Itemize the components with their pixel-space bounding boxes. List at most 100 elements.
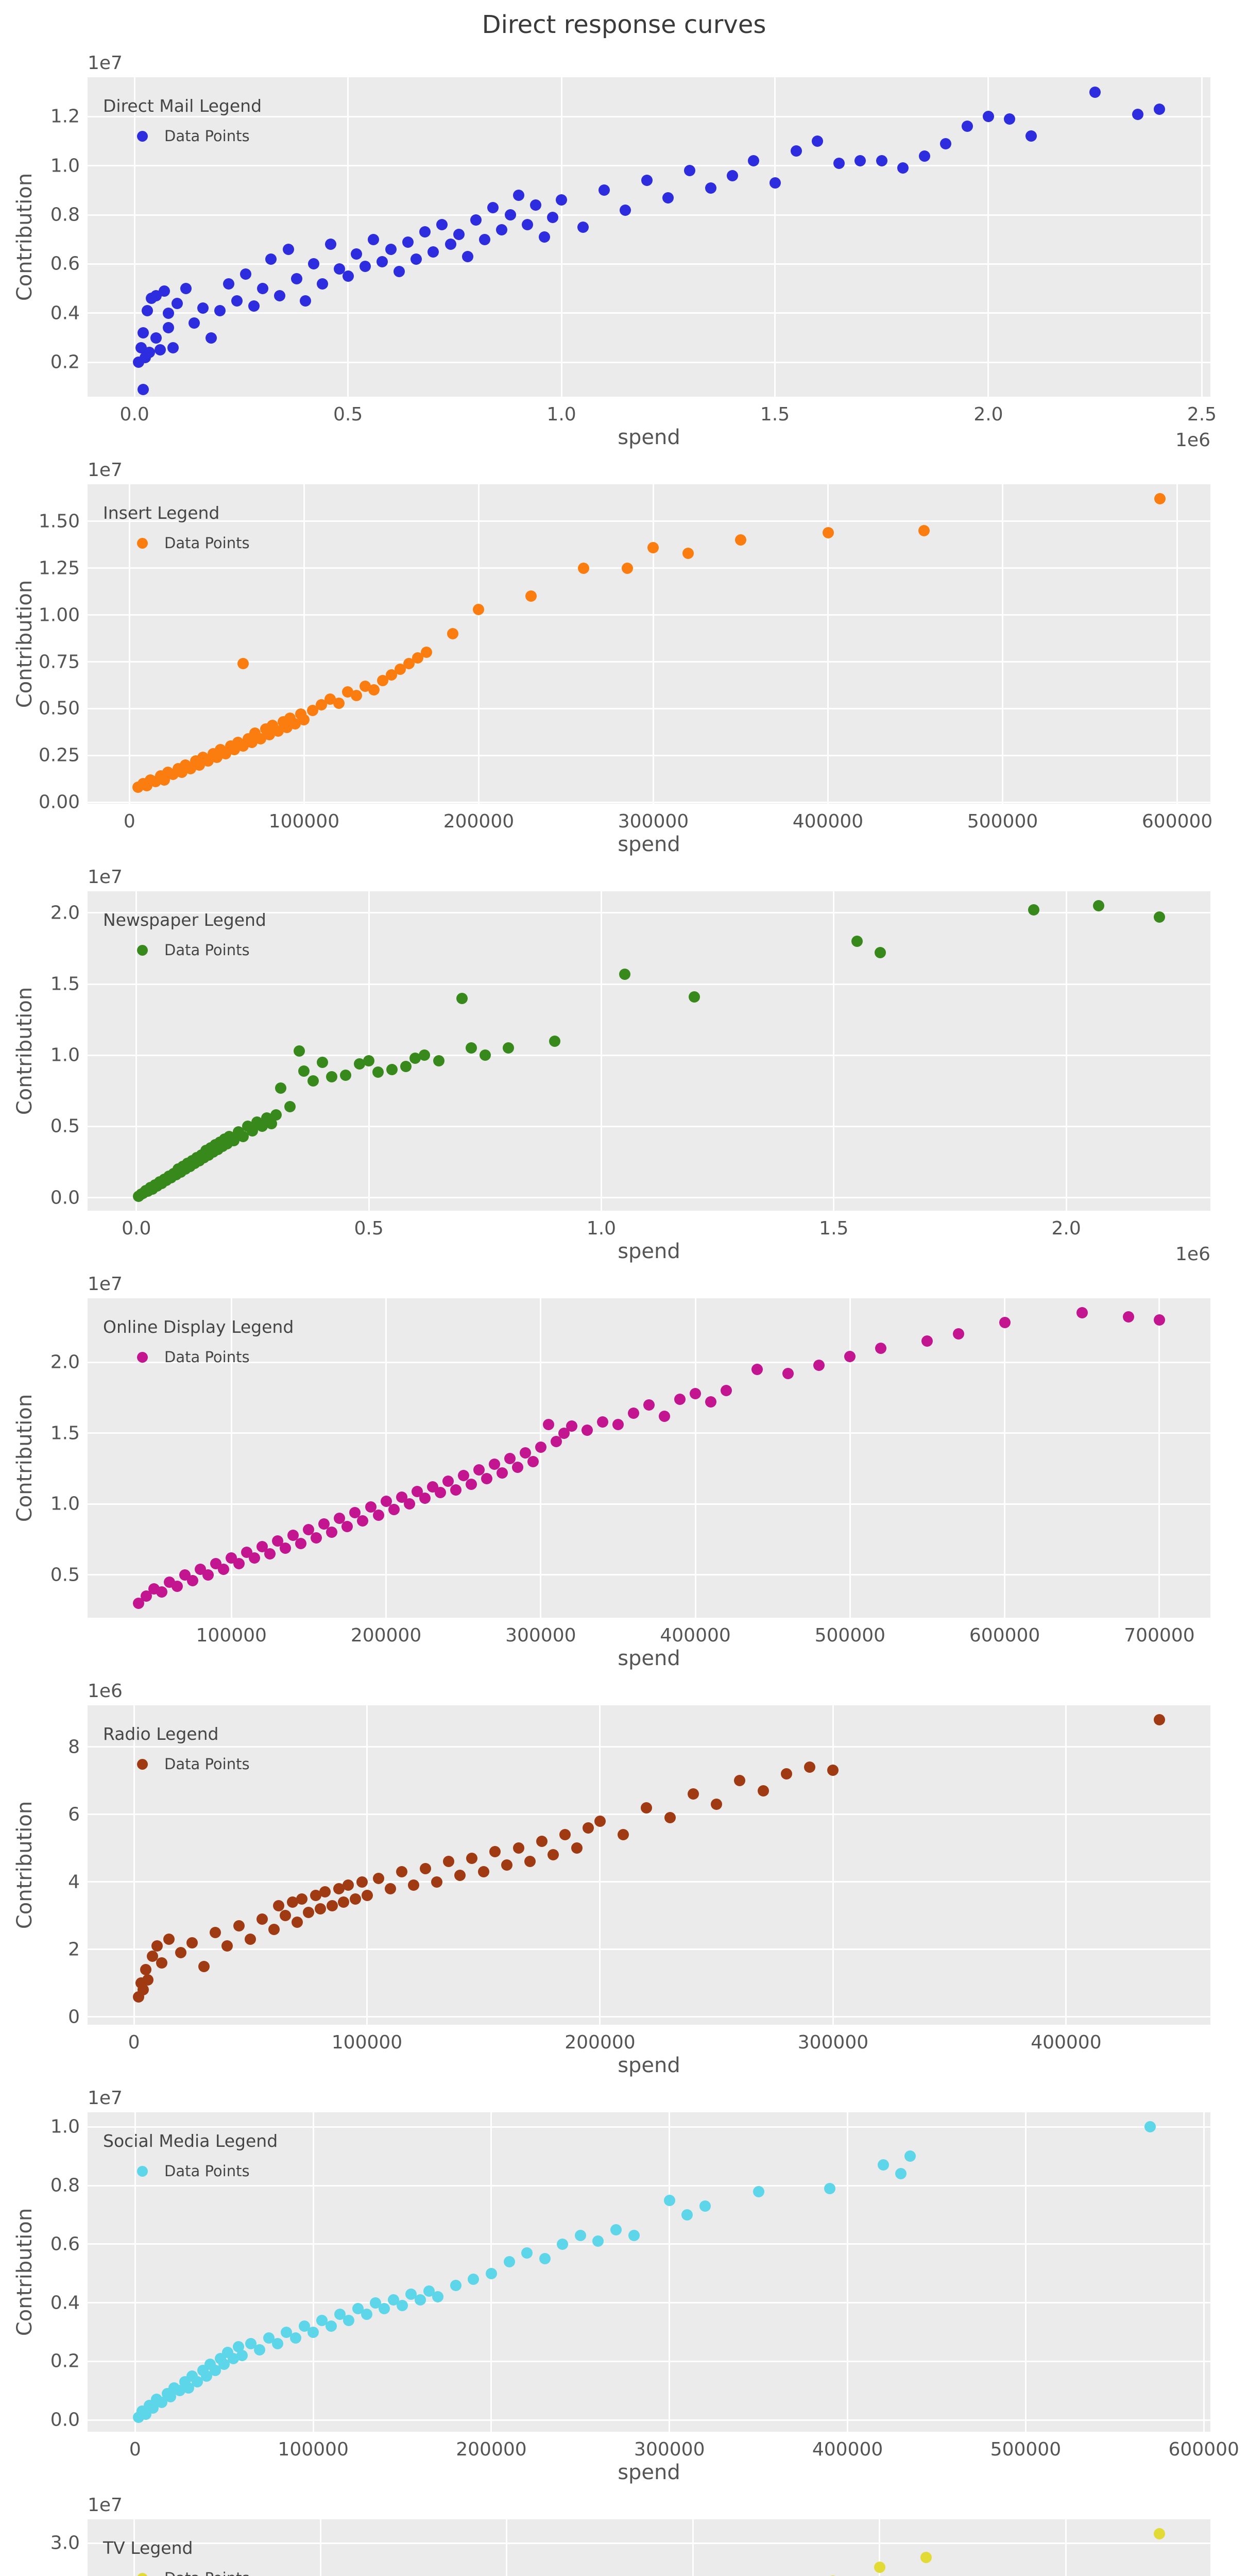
data-point — [647, 541, 659, 553]
data-point — [557, 2238, 569, 2250]
gridline — [368, 891, 370, 1211]
y-tick-label: 1.0 — [50, 155, 80, 177]
data-point — [504, 1453, 516, 1465]
gridline — [303, 484, 305, 804]
y-tick-label: 1.0 — [50, 1044, 80, 1066]
data-point — [270, 1109, 282, 1121]
data-point — [133, 1597, 145, 1609]
data-point — [442, 1856, 454, 1868]
data-point — [548, 1849, 559, 1861]
data-point — [610, 2224, 622, 2235]
y-tick-label: 0.6 — [50, 253, 80, 275]
y-tick-label: 3.0 — [50, 2532, 80, 2554]
gridline — [88, 2302, 1210, 2304]
gridline — [133, 77, 135, 397]
gridline — [88, 520, 1210, 522]
y-tick-label: 0.2 — [50, 2350, 80, 2372]
legend: Online Display Legend Data Points — [103, 1317, 294, 1366]
x-tick-label: 2.0 — [973, 404, 1003, 425]
x-tick-label: 500000 — [814, 1625, 886, 1646]
data-point — [982, 111, 994, 123]
y-tick-label: 1.0 — [50, 1493, 80, 1515]
legend-title: Direct Mail Legend — [103, 96, 262, 116]
data-point — [411, 1485, 423, 1497]
data-point — [577, 562, 589, 574]
data-point-marker-icon — [137, 2572, 148, 2576]
legend-entry: Data Points — [137, 1755, 250, 1773]
data-point — [293, 1045, 305, 1057]
data-point — [854, 155, 866, 167]
y-tick-label: 0.5 — [50, 1115, 80, 1137]
data-point-marker-icon — [137, 130, 148, 142]
legend-title: Insert Legend — [103, 503, 220, 523]
data-point — [232, 2341, 244, 2353]
data-point — [897, 162, 909, 174]
data-point — [403, 1498, 415, 1510]
data-point — [400, 1061, 412, 1073]
gridline — [88, 2360, 1210, 2362]
gridline — [987, 77, 989, 397]
data-point — [172, 1580, 183, 1592]
data-point — [577, 221, 589, 233]
data-point — [502, 1042, 514, 1054]
data-point — [473, 603, 485, 615]
data-point — [192, 2376, 203, 2388]
data-point — [156, 1586, 168, 1598]
gridline — [88, 1125, 1210, 1127]
x-tick-label: 600000 — [1168, 2439, 1239, 2460]
data-point — [473, 1464, 485, 1476]
data-point — [254, 2344, 266, 2355]
data-point — [1004, 113, 1016, 125]
gridline — [1065, 2519, 1067, 2576]
data-point — [433, 1055, 445, 1067]
data-point — [299, 295, 311, 307]
y-tick-label: 1.25 — [38, 557, 80, 579]
subplot-insert: 1e7 Contribution Insert Legend Data Poin… — [0, 453, 1248, 860]
data-point — [311, 1532, 322, 1544]
legend-entry-label: Data Points — [164, 2569, 250, 2576]
y-tick-label: 0.8 — [50, 2175, 80, 2196]
data-point — [324, 693, 336, 705]
data-point — [271, 2338, 283, 2350]
data-point — [581, 1425, 593, 1436]
x-axis-label: spend — [618, 426, 680, 449]
y-tick-label: 2.0 — [50, 1351, 80, 1373]
data-point — [286, 1896, 298, 1908]
data-point — [1153, 911, 1165, 923]
data-point — [265, 253, 277, 265]
data-point — [699, 2200, 711, 2212]
data-point — [711, 1799, 723, 1810]
data-point — [368, 684, 380, 696]
data-point — [1089, 86, 1101, 98]
gridline — [1004, 1298, 1006, 1618]
legend-entry: Data Points — [137, 2162, 278, 2180]
data-point — [920, 2552, 932, 2564]
gridline — [134, 2112, 136, 2432]
y-axis-label: Contribution — [13, 2208, 37, 2336]
data-point — [705, 182, 717, 194]
data-point — [612, 1419, 624, 1431]
data-point — [338, 1896, 350, 1908]
data-point — [377, 674, 388, 686]
x-tick-label: 700000 — [1124, 1625, 1195, 1646]
x-axis-label: spend — [618, 2054, 680, 2077]
gridline — [692, 2519, 694, 2576]
data-point — [496, 224, 508, 235]
data-point — [280, 1542, 292, 1554]
x-tick-label: 2.0 — [1051, 1218, 1081, 1239]
data-point — [187, 1574, 199, 1586]
y-tick-label: 1.0 — [50, 2116, 80, 2138]
gridline — [88, 1881, 1210, 1883]
data-point — [303, 1906, 315, 1918]
legend-entry-label: Data Points — [164, 1348, 250, 1366]
legend-entry: Data Points — [137, 2569, 250, 2576]
x-tick-label: 0.5 — [333, 404, 363, 425]
gridline — [477, 484, 480, 804]
y-tick-label: 0.0 — [50, 2409, 80, 2431]
legend: Insert Legend Data Points — [103, 503, 250, 552]
gridline — [832, 1705, 834, 2025]
x-tick-label: 400000 — [1031, 2032, 1102, 2053]
y-tick-label: 0.6 — [50, 2233, 80, 2255]
data-point — [231, 295, 243, 307]
y-tick-label: 0 — [68, 2006, 80, 2028]
